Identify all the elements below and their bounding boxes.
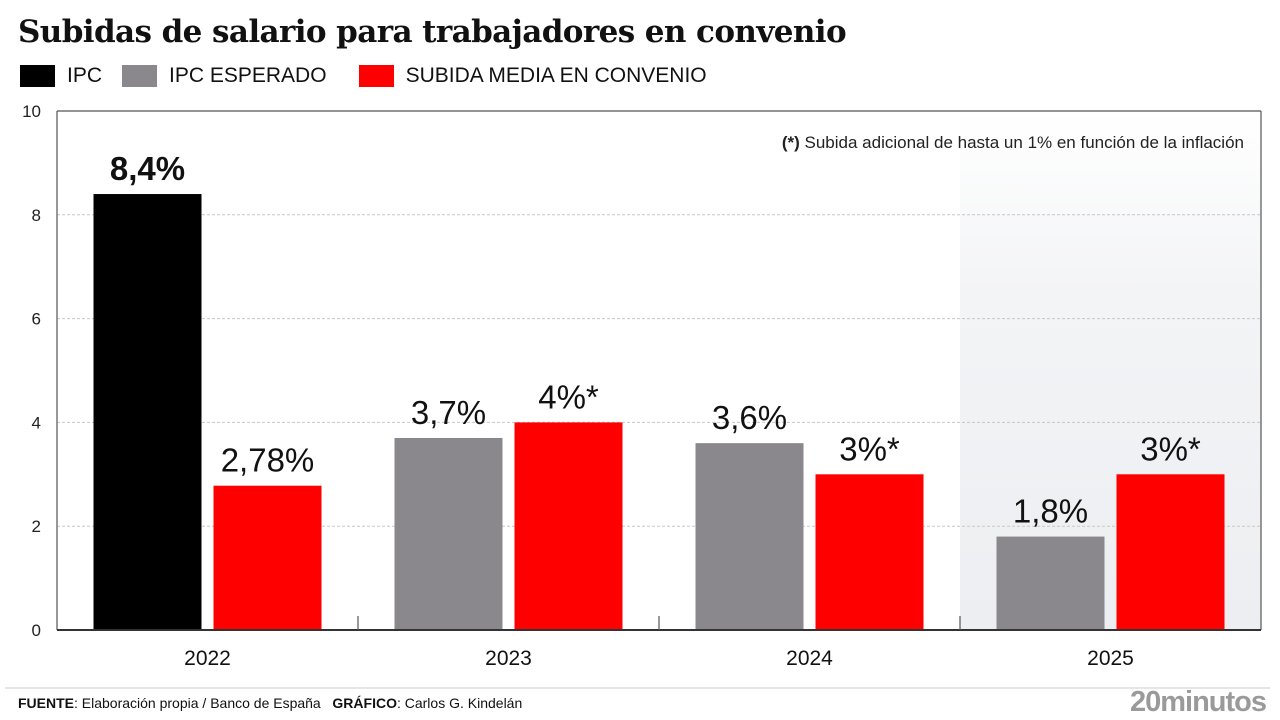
brand-logo: 20minutos [1129, 686, 1267, 718]
legend-swatch-ipc [20, 65, 55, 87]
bar-2022-subida-media-en-convenio [213, 485, 322, 630]
legend: IPC IPC ESPERADO SUBIDA MEDIA EN CONVENI… [20, 64, 737, 88]
source-text: : Elaboración propia / Banco de España [74, 695, 321, 711]
legend-item-ipc: IPC [20, 64, 102, 88]
bar-2025-subida-media-en-convenio [1116, 474, 1225, 630]
x-tick-label-2023: 2023 [485, 647, 532, 670]
x-tick-label-2024: 2024 [786, 647, 833, 670]
legend-label-ipc-esperado: IPC ESPERADO [169, 64, 327, 87]
y-tick-label-2: 2 [32, 517, 41, 536]
data-label-2023-ipc-esperado: 3,7% [411, 394, 486, 431]
graphic-text: : Carlos G. Kindelán [396, 695, 523, 711]
bar-2022-ipc [93, 194, 202, 631]
chart-annotation: (*) Subida adicional de hasta un 1% en f… [782, 133, 1244, 152]
bar-2024-subida-media-en-convenio [815, 474, 924, 630]
data-label-2022-ipc: 8,4% [110, 150, 185, 187]
data-label-2025-ipc-esperado: 1,8% [1013, 493, 1088, 530]
footer-divider [5, 687, 1270, 689]
data-label-2023-subida-media-en-convenio: 4%* [538, 378, 599, 415]
y-tick-label-4: 4 [32, 413, 41, 432]
chart-title: Subidas de salario para trabajadores en … [18, 14, 847, 50]
y-tick-label-8: 8 [32, 206, 41, 225]
bar-2025-ipc-esperado [996, 536, 1105, 630]
x-tick-label-2022: 2022 [184, 647, 231, 670]
annotation-text: Subida adicional de hasta un 1% en funci… [800, 133, 1244, 152]
annotation-marker: (*) [782, 133, 800, 152]
data-label-2024-ipc-esperado: 3,6% [712, 399, 787, 436]
data-label-2022-subida-media-en-convenio: 2,78% [221, 442, 315, 479]
legend-label-ipc: IPC [67, 64, 103, 87]
bar-2023-subida-media-en-convenio [514, 422, 623, 630]
legend-swatch-ipc-esperado [122, 65, 158, 87]
legend-swatch-convenio [358, 65, 394, 87]
legend-label-convenio: SUBIDA MEDIA EN CONVENIO [405, 64, 707, 87]
footer-credits: FUENTE: Elaboración propia / Banco de Es… [18, 695, 522, 711]
data-label-2024-subida-media-en-convenio: 3%* [839, 430, 900, 467]
y-tick-label-6: 6 [32, 310, 41, 329]
data-label-2025-subida-media-en-convenio: 3%* [1140, 430, 1201, 467]
graphic-label: GRÁFICO [332, 695, 397, 711]
y-tick-label-0: 0 [32, 621, 41, 640]
legend-item-convenio: SUBIDA MEDIA EN CONVENIO [358, 64, 707, 88]
y-tick-label-10: 10 [22, 102, 41, 121]
bar-2024-ipc-esperado [695, 443, 804, 630]
legend-item-ipc-esperado: IPC ESPERADO [122, 64, 327, 88]
x-tick-label-2025: 2025 [1087, 647, 1134, 670]
source-label: FUENTE [18, 695, 74, 711]
bar-2023-ipc-esperado [394, 437, 503, 630]
